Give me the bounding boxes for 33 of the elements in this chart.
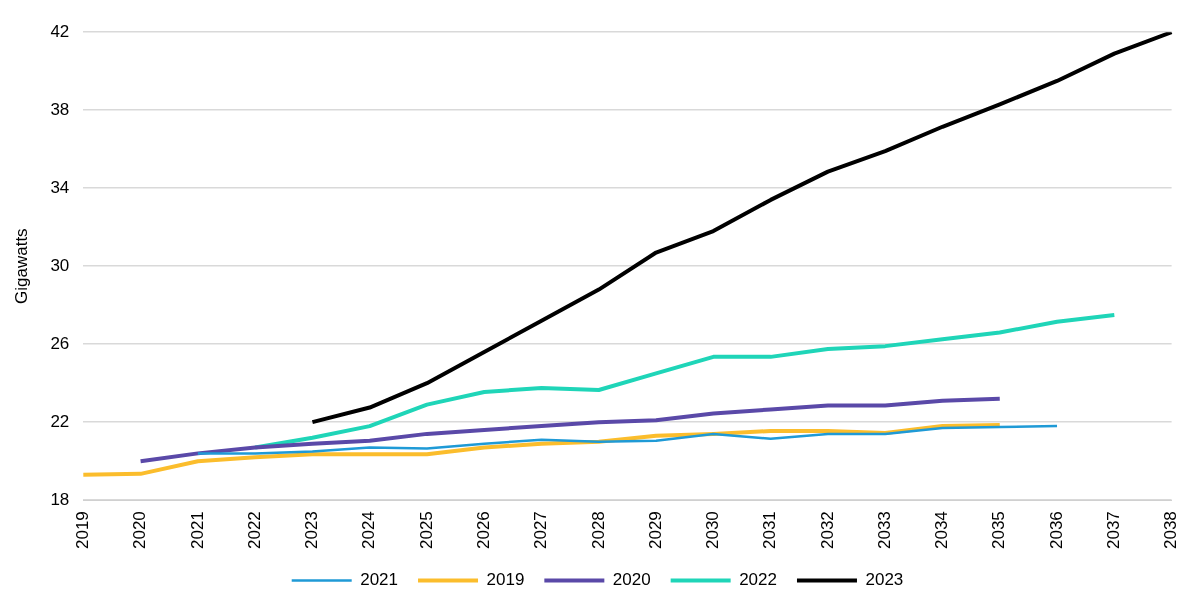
x-tick-label: 2021	[187, 511, 207, 550]
legend-label: 2021	[360, 570, 399, 590]
x-tick-label: 2030	[703, 511, 723, 550]
x-tick-label: 2031	[760, 511, 780, 550]
x-tick-label: 2028	[588, 511, 608, 550]
x-tick-label: 2026	[473, 511, 493, 550]
y-tick-label: 30	[50, 255, 70, 275]
x-tick-label: 2038	[1161, 511, 1181, 550]
x-tick-label: 2036	[1046, 511, 1066, 550]
x-tick-label: 2020	[130, 511, 150, 550]
x-tick-label: 2032	[817, 511, 837, 550]
y-tick-label: 26	[50, 333, 70, 353]
legend-label: 2019	[486, 570, 525, 590]
y-tick-label: 22	[50, 411, 70, 431]
x-tick-label: 2033	[874, 511, 894, 550]
x-tick-label: 2029	[645, 511, 665, 550]
x-tick-label: 2034	[932, 511, 952, 550]
x-tick-label: 2037	[1104, 511, 1124, 550]
y-tick-label: 42	[50, 21, 70, 41]
y-tick-label: 38	[50, 99, 70, 119]
legend-label: 2022	[739, 570, 777, 590]
x-tick-label: 2022	[244, 511, 264, 550]
x-tick-label: 2027	[531, 511, 551, 550]
legend-label: 2020	[612, 570, 651, 590]
y-tick-label: 18	[50, 489, 70, 509]
x-tick-label: 2019	[73, 511, 92, 550]
x-tick-label: 2035	[989, 511, 1009, 550]
y-axis-title: Gigawatts	[11, 228, 31, 304]
x-tick-label: 2024	[359, 511, 379, 550]
y-tick-label: 34	[50, 177, 70, 197]
legend-label: 2023	[865, 570, 904, 590]
x-tick-label: 2025	[416, 511, 436, 550]
x-tick-label: 2023	[302, 511, 322, 550]
